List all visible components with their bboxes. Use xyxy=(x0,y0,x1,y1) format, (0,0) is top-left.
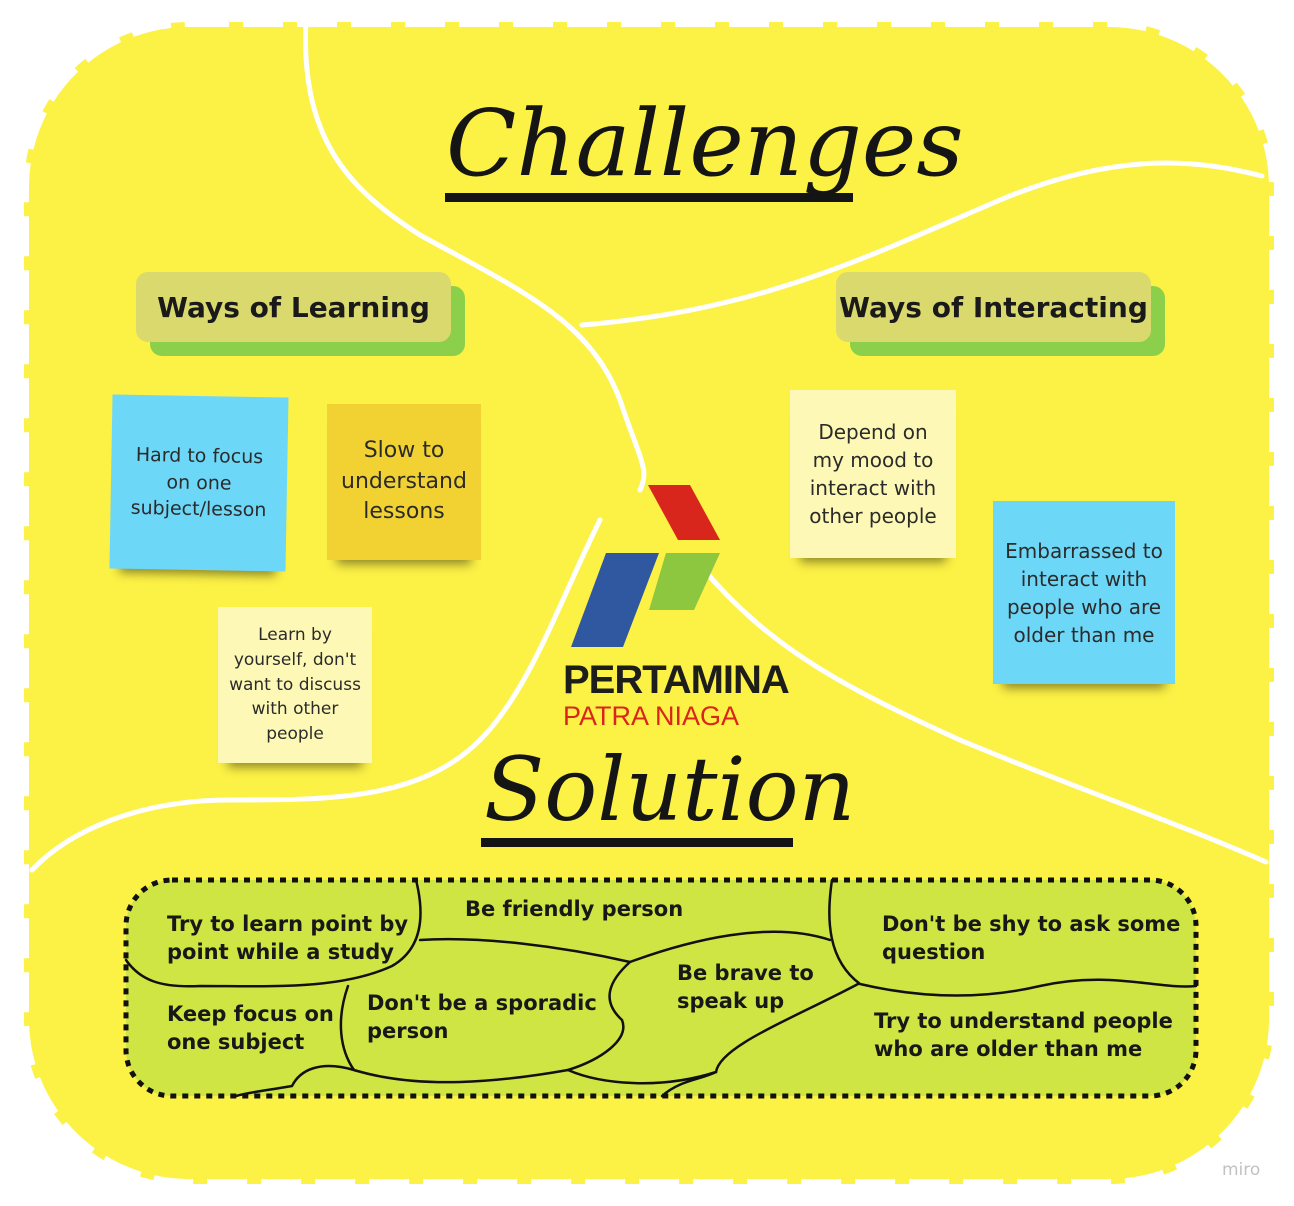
category-ways-of-interacting[interactable]: Ways of Interacting xyxy=(836,272,1165,356)
solution-piece-borders xyxy=(124,878,1198,1098)
logo-subtitle: PATRA NIAGA xyxy=(563,701,740,731)
category-label: Ways of Interacting xyxy=(836,272,1151,342)
sticky-note-learn-by-yourself[interactable]: Learn by yourself, don't want to discuss… xyxy=(218,607,372,763)
pertamina-logo-mark xyxy=(571,485,720,647)
solution-be-friendly[interactable]: Be friendly person xyxy=(465,897,684,921)
challenges-underline xyxy=(445,193,853,202)
logo-green-bar xyxy=(649,553,720,610)
solution-understand-older[interactable]: Try to understand people who are older t… xyxy=(874,1009,1173,1061)
logo-red-bar xyxy=(648,485,720,540)
challenges-title: Challenges xyxy=(446,90,964,197)
solution-not-sporadic[interactable]: Don't be a sporadic person xyxy=(367,991,597,1043)
logo-blue-bar xyxy=(571,553,659,647)
solution-keep-focus[interactable]: Keep focus on one subject xyxy=(167,1002,334,1054)
logo-name: PERTAMINA xyxy=(563,658,790,702)
solution-area xyxy=(123,877,1199,1099)
solution-container xyxy=(123,877,1199,1099)
category-ways-of-learning[interactable]: Ways of Learning xyxy=(136,272,465,356)
sticky-note-slow-to-understand[interactable]: Slow to understand lessons xyxy=(327,404,481,560)
category-label: Ways of Learning xyxy=(136,272,451,342)
sticky-note-depend-on-mood[interactable]: Depend on my mood to interact with other… xyxy=(790,390,956,558)
solution-underline xyxy=(481,838,793,847)
solution-title: Solution xyxy=(484,738,856,841)
sticky-note-hard-to-focus[interactable]: Hard to focus on one subject/lesson xyxy=(109,394,289,572)
solution-not-shy[interactable]: Don't be shy to ask some question xyxy=(882,912,1181,964)
sticky-note-embarrassed[interactable]: Embarrassed to interact with people who … xyxy=(993,501,1175,684)
miro-watermark: miro xyxy=(1222,1160,1261,1180)
solution-be-brave[interactable]: Be brave to speak up xyxy=(677,961,814,1013)
solution-learn-point-by-point[interactable]: Try to learn point by point while a stud… xyxy=(167,912,409,964)
divider-curves xyxy=(29,17,1269,873)
